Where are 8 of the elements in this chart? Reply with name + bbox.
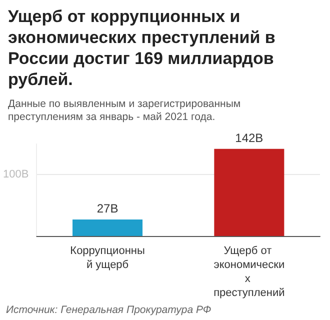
y-tick-label: 100B [2, 168, 29, 181]
x-tick-label: Коррупционный ущерб [70, 245, 145, 271]
chart-title: Ущерб от коррупционных и экономических преступлений в России достиг 169 миллиардов рублей. [8, 6, 276, 90]
data-label: 27B [96, 201, 118, 216]
data-label: 142B [235, 130, 264, 145]
x-tick-label: Ущерб от экономических преступлений [214, 245, 285, 299]
text: Источник: Генеральная Прокуратура РФ [6, 304, 212, 316]
chart-subtitle: Данные по выявленным и зарегистрированным преступлениям за январь - май 2021 года. [8, 98, 242, 124]
